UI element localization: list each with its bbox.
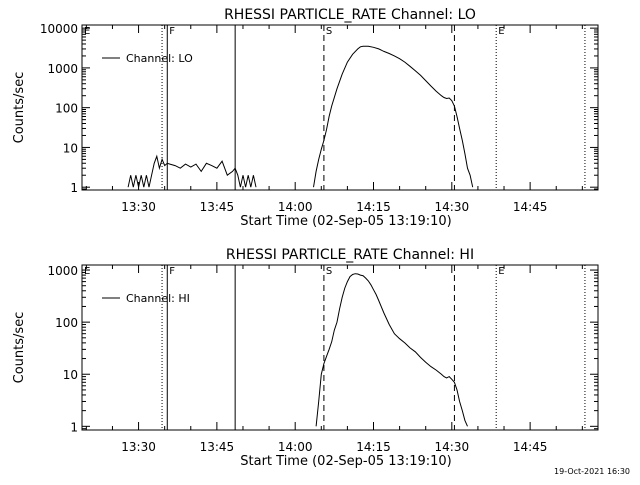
chart2-legend-label: Channel: HI	[126, 292, 190, 305]
chart1-y-axis-label: Counts/sec	[12, 72, 27, 144]
chart1-y-tick-label: 10	[63, 141, 78, 155]
chart1-x-tick-label: 13:30	[121, 200, 156, 214]
chart1-series-line	[313, 45, 474, 188]
chart1-marker-label: S	[326, 26, 332, 37]
chart1-y-tick-label: 1000	[47, 62, 78, 76]
chart1-marker-label: E	[84, 26, 90, 37]
chart2-y-tick-label: 1000	[47, 264, 78, 278]
chart2-y-tick-label: 1	[70, 420, 78, 434]
chart2-series-line	[315, 273, 468, 427]
chart2-x-tick-label: 14:30	[435, 440, 470, 454]
chart1-y-tick-label: 10000	[40, 22, 78, 36]
chart2-y-axis-label: Counts/sec	[12, 312, 27, 384]
chart1-x-tick-label: 14:00	[278, 200, 313, 214]
chart1-y-tick-label: 1	[70, 181, 78, 195]
chart2-title: RHESSI PARTICLE_RATE Channel: HI	[226, 247, 474, 263]
chart1-x-tick-label: 14:15	[356, 200, 391, 214]
chart1-legend-label: Channel: LO	[126, 52, 193, 65]
chart2-marker-label: E	[84, 266, 90, 277]
chart2-x-tick-label: 13:45	[200, 440, 235, 454]
chart1-x-axis-label: Start Time (02-Sep-05 13:19:10)	[240, 214, 451, 229]
chart2-x-tick-label: 14:15	[356, 440, 391, 454]
chart1-x-tick-label: 14:30	[435, 200, 470, 214]
chart1-series-line	[127, 154, 257, 188]
chart2-y-tick-label: 10	[63, 368, 78, 382]
chart1-x-tick-label: 14:45	[513, 200, 548, 214]
chart2-plot-frame	[81, 264, 599, 431]
chart2-x-tick-label: 14:45	[513, 440, 548, 454]
chart1-y-tick-label: 100	[55, 102, 78, 116]
chart1-x-tick-label: 13:45	[200, 200, 235, 214]
chart2-y-tick-label: 100	[55, 316, 78, 330]
chart1-marker-label: F	[169, 26, 175, 37]
chart2-x-tick-label: 13:30	[121, 440, 156, 454]
chart1-title: RHESSI PARTICLE_RATE Channel: LO	[224, 7, 476, 23]
chart2-marker-label: E	[498, 266, 504, 277]
footer-timestamp: 19-Oct-2021 16:30	[554, 467, 630, 476]
chart2-x-axis-label: Start Time (02-Sep-05 13:19:10)	[240, 454, 451, 469]
chart1-marker-label: E	[498, 26, 504, 37]
chart2-marker-label: S	[326, 266, 332, 277]
chart2-x-tick-label: 14:00	[278, 440, 313, 454]
chart2-marker-label: F	[169, 266, 175, 277]
